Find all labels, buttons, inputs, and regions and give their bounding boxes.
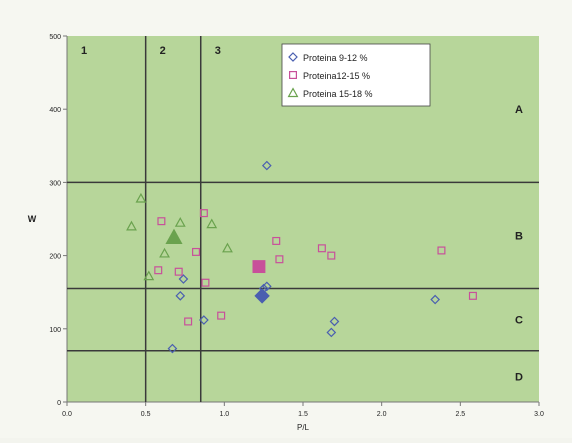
data-point-series-1 xyxy=(329,316,340,327)
data-point-series-2 xyxy=(184,317,193,326)
mean-point-series-2 xyxy=(252,260,266,274)
y-tick-label: 400 xyxy=(49,107,61,114)
x-tick-label: 0.0 xyxy=(62,411,72,418)
chart-labels: 1 2 3 A B C D xyxy=(81,45,523,383)
data-point-series-1 xyxy=(199,315,209,325)
zone-label-1: 1 xyxy=(81,45,87,57)
x-tick-label: 2.5 xyxy=(455,411,465,418)
zone-label-A: A xyxy=(515,104,523,116)
y-tick-label: 500 xyxy=(49,34,61,41)
data-point-series-2 xyxy=(192,247,201,256)
data-point-series-2 xyxy=(174,267,183,276)
zone-label-3: 3 xyxy=(215,45,221,57)
data-point-series-2 xyxy=(154,266,163,275)
legend-marker-series-1 xyxy=(288,52,298,62)
legend-marker-series-3 xyxy=(287,87,299,98)
data-point-series-3 xyxy=(126,220,137,231)
legend-box xyxy=(281,43,431,107)
zone-label-B: B xyxy=(515,230,523,242)
y-tick-label: 200 xyxy=(49,254,61,261)
data-point-series-3 xyxy=(135,192,147,203)
data-point-series-2 xyxy=(317,244,326,253)
data-point-series-3 xyxy=(206,218,218,229)
zone-label-C: C xyxy=(515,315,523,327)
data-point-series-1 xyxy=(178,274,189,284)
y-tick-label: 100 xyxy=(49,327,61,334)
mean-point-series-3 xyxy=(165,228,183,244)
data-point-series-1 xyxy=(175,291,186,301)
data-point-series-3 xyxy=(159,247,170,258)
data-point-series-2 xyxy=(327,251,336,260)
data-point-series-3 xyxy=(143,270,155,281)
data-point-series-2 xyxy=(437,246,446,255)
y-tick-label: 300 xyxy=(49,180,61,187)
legend-label-series-2: Proteina12-15 % xyxy=(303,71,370,81)
data-point-series-2 xyxy=(468,291,477,300)
x-tick-label: 1.0 xyxy=(219,411,229,418)
data-point-series-2 xyxy=(201,278,210,287)
data-point-series-2 xyxy=(272,236,281,245)
legend-label-series-1: Proteina 9-12 % xyxy=(303,53,368,63)
legend-label-series-3: Proteina 15-18 % xyxy=(303,89,373,99)
legend-marker-series-2 xyxy=(289,70,298,79)
data-point-series-1 xyxy=(261,281,272,292)
data-point-series-1 xyxy=(261,160,272,171)
data-point-series-2 xyxy=(157,217,166,226)
zone-label-2: 2 xyxy=(160,45,166,57)
x-tick-label: 2.0 xyxy=(377,411,387,418)
data-point-series-3 xyxy=(174,217,186,227)
data-point-series-1 xyxy=(326,327,337,338)
data-point-series-2 xyxy=(275,255,284,264)
y-axis-title: W xyxy=(28,214,37,224)
zone-lines xyxy=(67,36,539,402)
data-point-series-2 xyxy=(199,209,208,218)
legend: Proteina 9-12 % Proteina12-15 % Proteina 1… xyxy=(281,43,431,107)
zone-label-D: D xyxy=(515,371,523,383)
x-tick-label: 1.5 xyxy=(298,411,308,418)
data-point-series-1 xyxy=(167,343,178,354)
x-tick-label: 0.5 xyxy=(141,411,151,418)
data-point-series-2 xyxy=(217,311,226,320)
y-tick-label: 0 xyxy=(57,400,61,407)
mean-point-series-1 xyxy=(254,288,270,304)
data-point-series-1 xyxy=(430,294,441,305)
data-points xyxy=(126,160,477,354)
x-axis-title: P/L xyxy=(297,423,310,432)
x-tick-label: 3.0 xyxy=(534,411,544,418)
data-point-series-3 xyxy=(222,242,233,253)
